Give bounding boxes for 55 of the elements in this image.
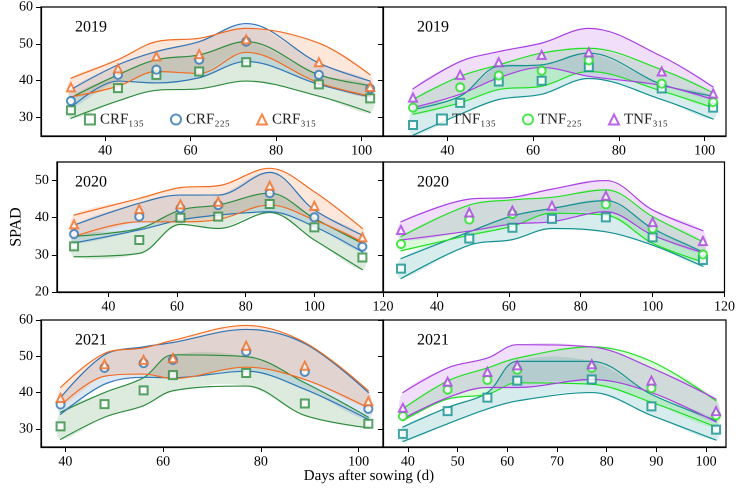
y-tick-label: 60 <box>19 0 33 14</box>
y-tick-label: 40 <box>34 210 49 226</box>
x-tick-label: 100 <box>696 454 717 470</box>
x-tick-label: 80 <box>600 454 614 470</box>
x-tick-label: 40 <box>58 454 72 470</box>
annotation: 2019 <box>75 18 107 36</box>
x-tick-label: 80 <box>269 144 284 158</box>
x-tick-label: 80 <box>238 300 253 314</box>
x-tick-label: 120 <box>714 300 735 314</box>
x-tick-label: 40 <box>98 144 112 158</box>
x-tick-label: 80 <box>574 300 588 314</box>
legend-label: TNF₂₂₅ <box>538 112 582 128</box>
y-tick-label: 40 <box>19 385 33 400</box>
x-tick-label: 40 <box>440 144 454 158</box>
x-tick-label: 60 <box>184 144 198 158</box>
x-tick-label: 100 <box>642 300 664 314</box>
y-tick-label: 20 <box>34 284 49 300</box>
y-tick-label: 50 <box>19 348 33 364</box>
legend-label: CRF₁₃₅ <box>100 112 144 128</box>
y-tick-label: 30 <box>34 247 49 262</box>
annotation: 2021 <box>75 332 107 348</box>
x-tick-label: 40 <box>430 300 444 314</box>
x-axis-title: Days after sowing (d) <box>302 468 436 485</box>
y-tick-label: 60 <box>19 312 33 328</box>
annotation: 2020 <box>417 174 449 190</box>
x-tick-label: 90 <box>649 454 664 470</box>
x-tick-label: 60 <box>156 454 170 470</box>
x-tick-label: 100 <box>304 300 325 314</box>
y-axis-title: SPAD <box>8 207 24 247</box>
legend-label: TNF₁₃₅ <box>452 112 496 128</box>
x-tick-label: 40 <box>400 454 415 470</box>
annotation: 2021 <box>417 332 449 348</box>
x-tick-label: 80 <box>612 144 626 158</box>
legend-label: CRF₃₁₅ <box>272 112 316 128</box>
y-tick-label: 50 <box>19 36 33 52</box>
x-tick-label: 80 <box>254 454 268 470</box>
y-tick-label: 40 <box>19 73 33 88</box>
x-tick-label: 100 <box>351 144 372 158</box>
y-tick-label: 30 <box>19 421 33 436</box>
x-tick-label: 120 <box>372 300 394 314</box>
x-tick-label: 100 <box>348 454 370 470</box>
y-tick-label: 50 <box>34 173 49 188</box>
x-tick-label: 60 <box>526 144 540 158</box>
x-tick-label: 70 <box>550 454 564 470</box>
annotation: 2019 <box>417 18 449 36</box>
annotation: 2020 <box>75 174 107 190</box>
legend-label: TNF₃₁₅ <box>624 112 668 128</box>
x-tick-label: 50 <box>450 454 465 470</box>
x-tick-label: 60 <box>502 300 516 314</box>
y-tick-label: 30 <box>19 110 33 126</box>
legend-label: CRF₂₂₅ <box>186 112 230 128</box>
x-tick-label: 40 <box>101 300 116 314</box>
x-tick-label: 60 <box>170 300 184 314</box>
x-tick-label: 100 <box>694 144 716 158</box>
x-tick-label: 60 <box>500 454 514 470</box>
